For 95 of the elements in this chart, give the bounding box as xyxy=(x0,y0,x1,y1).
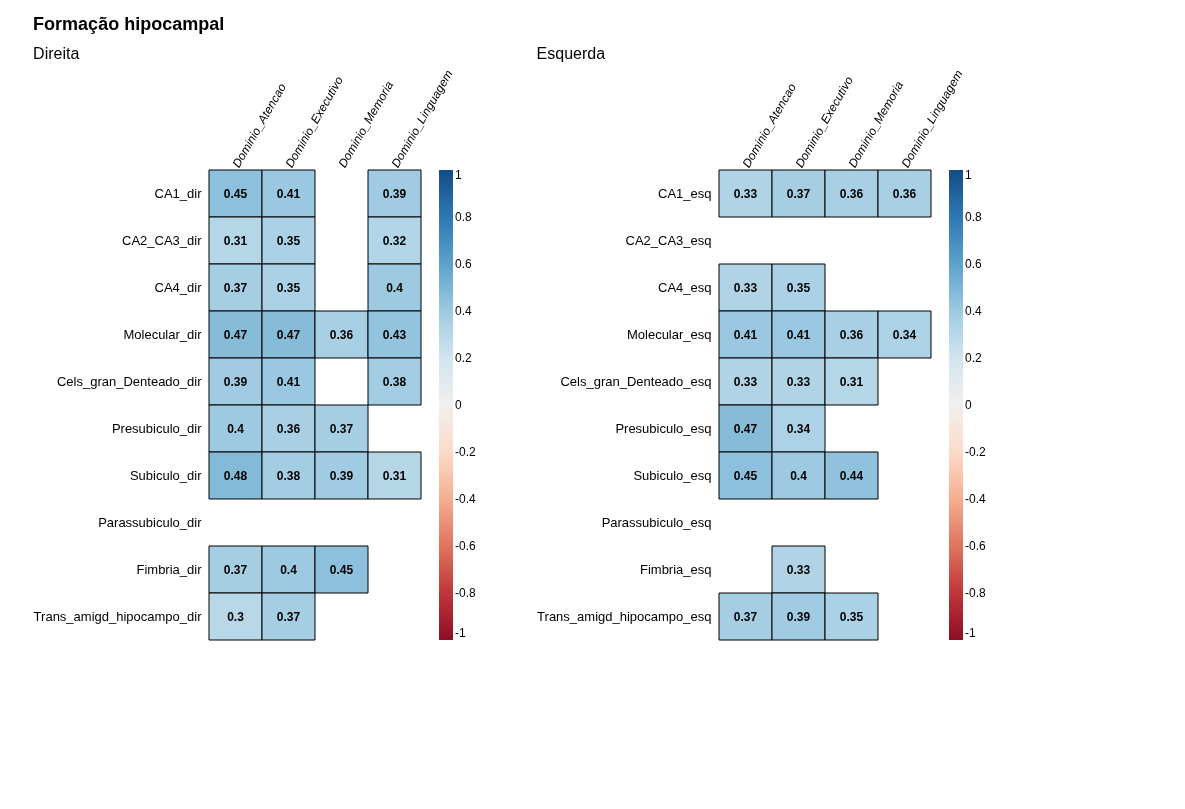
y-tick-label: CA2_CA3_dir xyxy=(122,232,203,248)
data-label: 0.38 xyxy=(382,374,407,389)
color-bar-label: -0.4 xyxy=(965,492,986,506)
color-bar-label: 0.6 xyxy=(965,257,983,271)
data-label: 0.36 xyxy=(892,186,917,201)
data-label: 0.34 xyxy=(892,327,917,342)
y-tick-label: Subiculo_dir xyxy=(129,467,203,483)
color-bar-label: 0.8 xyxy=(455,210,473,224)
y-tick-label: Trans_amigd_hipocampo_dir xyxy=(33,608,203,624)
data-label: 0.39 xyxy=(786,609,811,624)
data-label: 0.33 xyxy=(733,280,758,295)
color-bar-label: -0.2 xyxy=(965,445,986,459)
data-label: 0.33 xyxy=(786,562,811,577)
color-bar-label: 0 xyxy=(455,398,462,412)
color-bar-label: -0.6 xyxy=(965,539,986,553)
data-label: 0.35 xyxy=(786,280,811,295)
data-label: 0.35 xyxy=(839,609,864,624)
data-label: 0.33 xyxy=(733,186,758,201)
y-tick-label: CA1_esq xyxy=(658,185,712,201)
data-label: 0.4 xyxy=(280,562,298,577)
color-bar-label: 0.4 xyxy=(455,304,473,318)
data-label: 0.37 xyxy=(223,562,248,577)
data-label: 0.4 xyxy=(790,468,808,483)
data-label: 0.45 xyxy=(223,186,248,201)
data-label: 0.37 xyxy=(223,280,248,295)
data-label: 0.37 xyxy=(786,186,811,201)
text: Direita xyxy=(33,44,80,62)
y-tick-label: Fimbria_esq xyxy=(639,561,712,577)
data-label: 0.47 xyxy=(733,421,758,436)
data-label: 0.36 xyxy=(839,327,864,342)
y-tick-label: CA4_dir xyxy=(154,279,203,295)
color-bar-label: 0.6 xyxy=(455,257,473,271)
color-bar-label: 0.2 xyxy=(965,351,983,365)
y-tick-label: Subiculo_esq xyxy=(633,467,712,483)
data-label: 0.41 xyxy=(276,374,301,389)
data-label: 0.47 xyxy=(276,327,301,342)
y-tick-label: Presubiculo_esq xyxy=(615,420,712,436)
y-tick-label: Cels_gran_Denteado_esq xyxy=(560,373,712,389)
y-tick-label: CA1_dir xyxy=(154,185,203,201)
data-label: 0.34 xyxy=(786,421,811,436)
data-label: 0.45 xyxy=(733,468,758,483)
data-label: 0.36 xyxy=(276,421,301,436)
y-tick-label: Molecular_dir xyxy=(123,326,203,342)
data-label: 0.48 xyxy=(223,468,248,483)
data-label: 0.36 xyxy=(329,327,354,342)
data-label: 0.39 xyxy=(223,374,248,389)
color-bar-label: 0.2 xyxy=(455,351,473,365)
color-bar-label: 1 xyxy=(965,168,972,182)
data-label: 0.44 xyxy=(839,468,864,483)
y-tick-label: Cels_gran_Denteado_dir xyxy=(56,373,203,389)
color-bar-label: -0.2 xyxy=(455,445,476,459)
y-tick-label: Trans_amigd_hipocampo_esq xyxy=(537,608,712,624)
data-label: 0.4 xyxy=(227,421,245,436)
data-label: 0.3 xyxy=(227,609,245,624)
data-label: 0.35 xyxy=(276,233,301,248)
color-bar-label: 1 xyxy=(455,168,462,182)
data-label: 0.33 xyxy=(786,374,811,389)
color-bar-label: 0.8 xyxy=(965,210,983,224)
data-label: 0.36 xyxy=(839,186,864,201)
color-bar-label: -0.4 xyxy=(455,492,476,506)
text: Esquerda xyxy=(536,44,606,62)
data-label: 0.37 xyxy=(733,609,758,624)
color-bar-label: -1 xyxy=(965,626,976,640)
y-tick-label: Parassubiculo_esq xyxy=(601,514,712,530)
data-label: 0.41 xyxy=(276,186,301,201)
data-label: 0.37 xyxy=(329,421,354,436)
y-tick-label: CA4_esq xyxy=(658,279,712,295)
data-label: 0.35 xyxy=(276,280,301,295)
data-label: 0.33 xyxy=(733,374,758,389)
data-label: 0.41 xyxy=(786,327,811,342)
chart-title: Formação hipocampal xyxy=(33,13,225,34)
data-label: 0.39 xyxy=(329,468,354,483)
data-label: 0.43 xyxy=(382,327,407,342)
y-tick-label: Parassubiculo_dir xyxy=(98,514,203,530)
color-bar-label: -1 xyxy=(455,626,466,640)
y-tick-label: Fimbria_dir xyxy=(136,561,203,577)
data-label: 0.41 xyxy=(733,327,758,342)
color-bar-label: -0.8 xyxy=(455,586,476,600)
data-label: 0.32 xyxy=(382,233,407,248)
data-label: 0.31 xyxy=(223,233,248,248)
data-label: 0.45 xyxy=(329,562,354,577)
color-bar-label: -0.6 xyxy=(455,539,476,553)
data-label: 0.37 xyxy=(276,609,301,624)
y-tick-label: Molecular_esq xyxy=(626,326,712,342)
data-label: 0.31 xyxy=(382,468,407,483)
color-bar-label: 0.4 xyxy=(965,304,983,318)
data-label: 0.47 xyxy=(223,327,248,342)
y-tick-label: Presubiculo_dir xyxy=(111,420,203,436)
data-label: 0.31 xyxy=(839,374,864,389)
data-label: 0.4 xyxy=(386,280,404,295)
y-tick-label: CA2_CA3_esq xyxy=(625,232,712,248)
data-label: 0.38 xyxy=(276,468,301,483)
data-label: 0.39 xyxy=(382,186,407,201)
color-bar-label: -0.8 xyxy=(965,586,986,600)
color-bar-label: 0 xyxy=(965,398,972,412)
